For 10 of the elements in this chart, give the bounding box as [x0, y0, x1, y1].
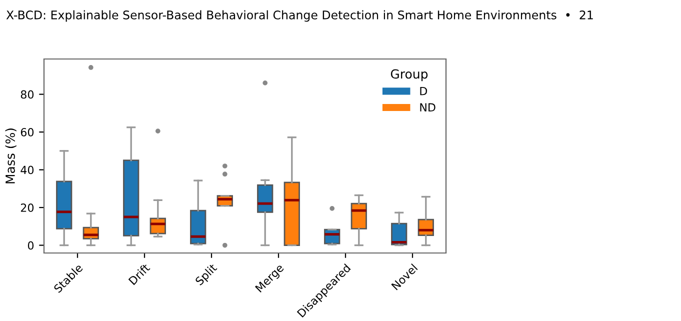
y-tick-label: 0 — [28, 241, 34, 250]
legend-label: D — [420, 86, 428, 96]
text: X-BCD: Explainable Sensor-Based Behavioral Change Detection in Smart Home Environments • 21 — [6, 10, 593, 22]
legend-title: Group — [390, 69, 428, 82]
y-tick-label: 20 — [20, 203, 34, 212]
legend-label: ND — [420, 103, 436, 112]
y-tick-label: 60 — [20, 128, 34, 136]
y-tick-label: 80 — [20, 90, 34, 99]
y-tick-label: 40 — [20, 166, 34, 174]
y-axis-title: Mass (%) — [5, 128, 16, 184]
